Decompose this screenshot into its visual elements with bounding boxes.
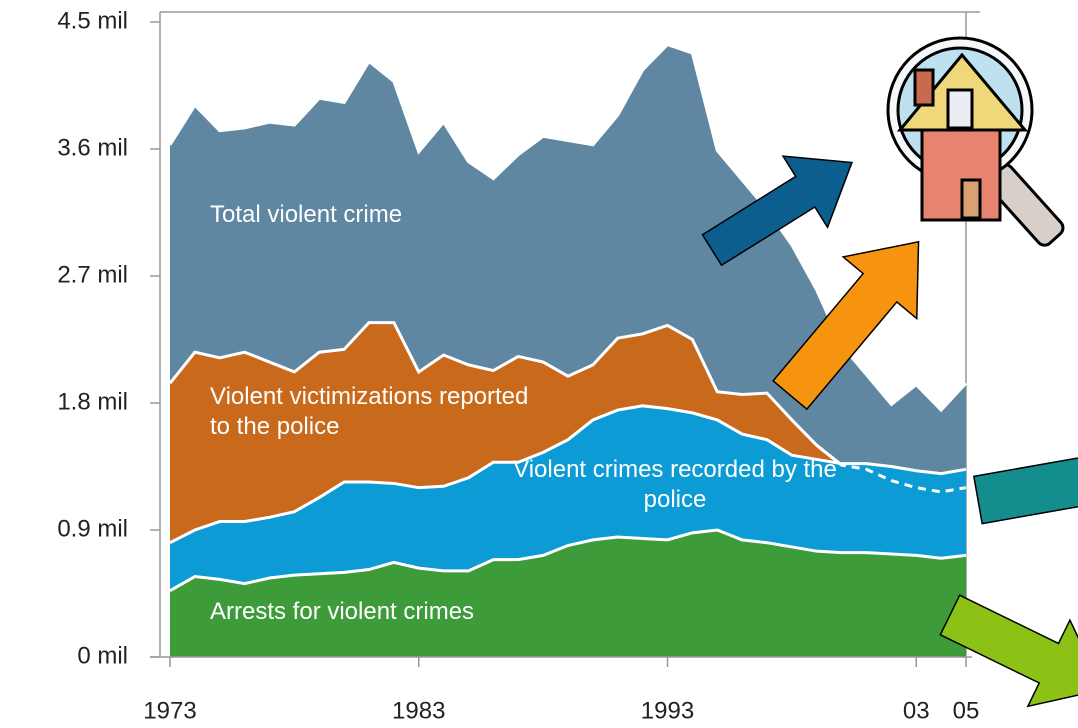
arrow xyxy=(772,240,920,411)
decor-arrows xyxy=(701,155,1078,708)
x-tick-label: 03 xyxy=(903,697,930,724)
x-tick-label: 05 xyxy=(953,697,980,724)
y-tick-label: 3.6 mil xyxy=(57,134,128,161)
x-tick-label: 1973 xyxy=(143,697,196,724)
magnifier-clipart xyxy=(886,36,1065,247)
y-tick-label: 0 mil xyxy=(77,642,128,669)
area-edge xyxy=(169,404,967,545)
series-label: Violent crimes recorded by the police xyxy=(513,456,837,513)
area xyxy=(170,530,966,657)
arrow xyxy=(972,428,1078,531)
y-tick-label: 0.9 mil xyxy=(57,515,128,542)
x-tick-label: 1983 xyxy=(392,697,445,724)
x-tick-label: 1993 xyxy=(641,697,694,724)
series-label: Arrests for violent crimes xyxy=(210,598,475,625)
series-label: Total violent crime xyxy=(210,201,403,228)
y-tick-label: 1.8 mil xyxy=(57,388,128,415)
series-label: Violent victimizations reported to the p… xyxy=(210,383,529,440)
arrow xyxy=(939,594,1078,708)
arrow xyxy=(701,155,853,267)
y-tick-label: 2.7 mil xyxy=(57,261,128,288)
area-edge xyxy=(168,321,843,467)
plot: 0 mil 0.9 mil 1.8 mil 2.7 mil 3.6 mil 4.5 mil… xyxy=(57,7,980,724)
area-edge xyxy=(169,528,967,592)
y-tick-label: 4.5 mil xyxy=(57,7,128,34)
